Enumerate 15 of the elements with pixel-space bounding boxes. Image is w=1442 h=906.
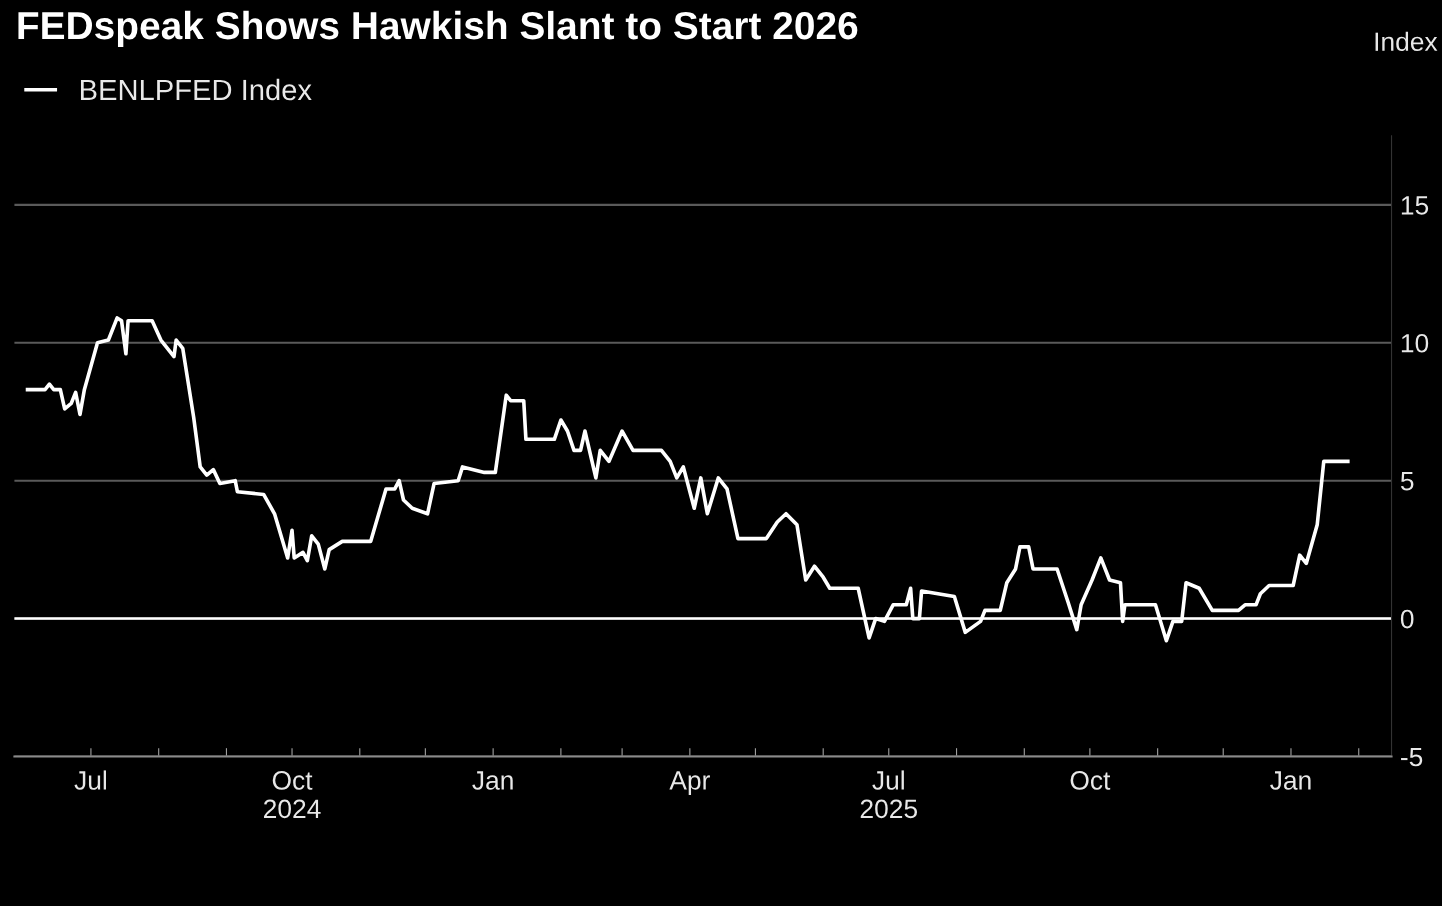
y-tick-label: 5 (1400, 472, 1414, 491)
chart-title: FEDspeak Shows Hawkish Slant to Start 2026 (18, 10, 858, 48)
y-tick-label: 15 (1401, 196, 1429, 215)
x-tick-label: Oct 2024 (264, 771, 321, 819)
legend-label: BENLPFED Index (80, 78, 312, 101)
y-tick-label: 10 (1401, 333, 1429, 353)
y-axis-title: Index (1375, 31, 1438, 52)
y-tick-label: 0 (1400, 609, 1414, 629)
x-tick-label: Jan (472, 771, 513, 790)
x-tick-label: Jan (1270, 771, 1311, 790)
x-tick-label: Jul 2025 (860, 770, 918, 819)
x-tick-label: Apr (669, 771, 710, 795)
x-tick-label: Jul (74, 770, 107, 790)
y-tick-label: -5 (1401, 747, 1423, 767)
x-tick-label: Oct (1070, 771, 1111, 790)
